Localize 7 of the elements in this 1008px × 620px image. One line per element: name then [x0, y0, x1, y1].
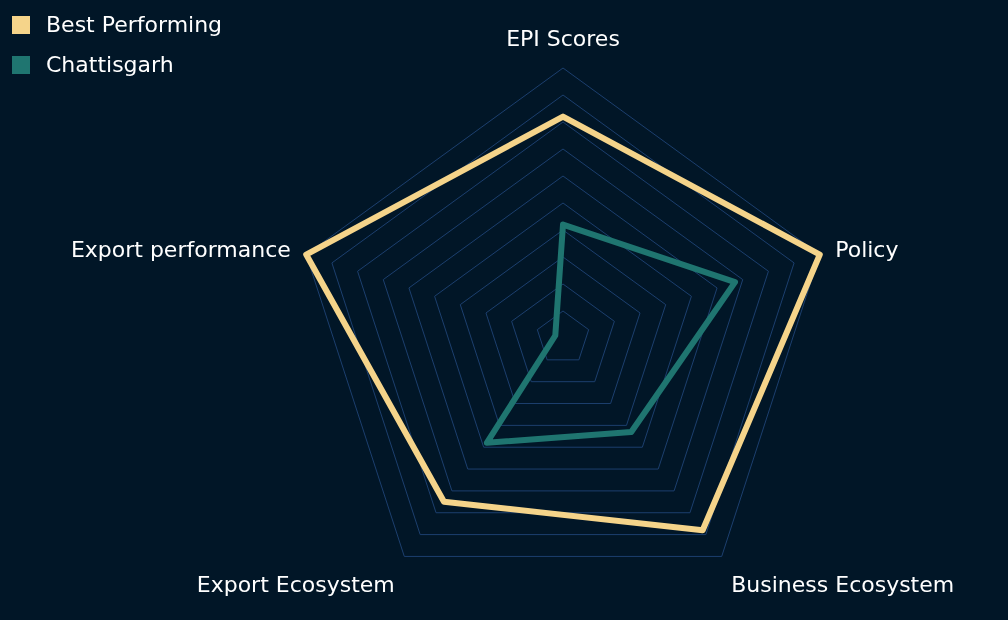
legend-label: Chattisgarh	[46, 52, 174, 77]
spoke-label: Export performance	[70, 236, 291, 262]
spoke-label: EPI Scores	[506, 25, 620, 51]
spoke-label: Policy	[835, 236, 899, 262]
legend-label: Best Performing	[46, 12, 223, 37]
spoke-label: Business Ecosystem	[731, 571, 955, 597]
spoke-label: Export Ecosystem	[196, 571, 395, 597]
